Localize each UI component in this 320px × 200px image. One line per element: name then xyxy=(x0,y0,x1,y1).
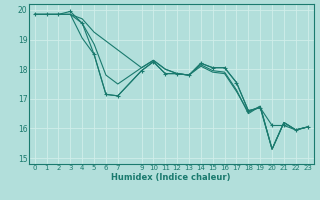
X-axis label: Humidex (Indice chaleur): Humidex (Indice chaleur) xyxy=(111,173,231,182)
